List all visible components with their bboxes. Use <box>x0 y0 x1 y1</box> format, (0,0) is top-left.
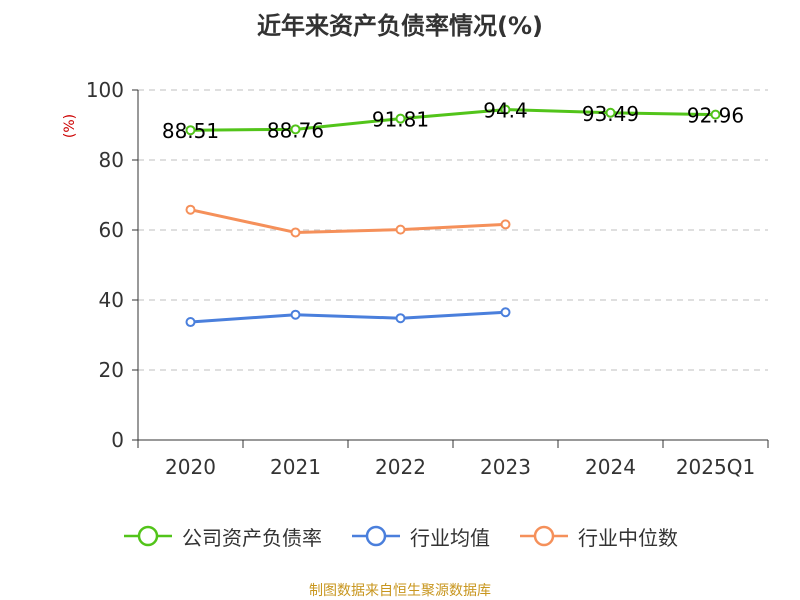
data-label: 93.49 <box>582 102 639 126</box>
data-label: 94.4 <box>483 99 528 123</box>
data-label: 88.51 <box>162 119 219 143</box>
x-tick-label: 2024 <box>585 455 636 479</box>
legend-item[interactable]: 行业中位数 <box>518 522 678 551</box>
data-point <box>185 317 196 328</box>
legend-item[interactable]: 公司资产负债率 <box>122 522 322 551</box>
axes: 0 20 40 60 80 100 2020 2021 2022 2023 2024 2025Q1 <box>86 78 769 479</box>
x-tick-label: 2023 <box>480 455 531 479</box>
data-point <box>185 204 196 215</box>
series-line-1 <box>190 310 506 324</box>
series-layer <box>185 104 721 328</box>
legend-marker-icon <box>352 525 400 547</box>
y-tick-label: 0 <box>111 428 124 452</box>
y-tick-label: 80 <box>99 148 124 172</box>
y-tick-label: 100 <box>86 78 124 102</box>
data-point <box>710 109 721 120</box>
source-note: 制图数据来自恒生聚源数据库 <box>309 583 491 599</box>
data-point <box>185 125 196 136</box>
chart-title: 近年来资产负债率情况(%) <box>257 12 543 40</box>
legend-label: 公司资产负债率 <box>182 525 322 550</box>
legend: 公司资产负债率 行业均值 行业中位数 <box>0 516 800 556</box>
x-tick-label: 2022 <box>375 455 426 479</box>
data-point <box>290 227 301 238</box>
x-tick-label: 2020 <box>165 455 216 479</box>
line-chart: 0 20 40 60 80 100 2020 2021 2022 2023 2024 2025Q1 8… <box>62 78 769 479</box>
data-point <box>395 313 406 324</box>
grid-lines <box>138 89 768 371</box>
data-label: 92.96 <box>687 104 744 128</box>
data-label: 88.76 <box>267 118 324 142</box>
data-point <box>395 113 406 124</box>
legend-label: 行业中位数 <box>578 525 678 550</box>
y-tick-label: 60 <box>99 218 124 242</box>
data-point <box>290 124 301 135</box>
y-axis-unit-label: (%) <box>62 114 78 138</box>
legend-item[interactable]: 行业均值 <box>350 522 490 551</box>
data-labels: 88.51 88.76 91.81 94.4 93.49 92.96 <box>162 99 744 144</box>
legend-label: 行业均值 <box>410 525 490 550</box>
data-point <box>395 224 406 235</box>
data-point <box>500 307 511 318</box>
data-point <box>605 107 616 118</box>
legend-marker-icon <box>124 525 172 547</box>
series-line-2 <box>190 208 506 234</box>
y-tick-label: 20 <box>99 358 124 382</box>
data-label: 91.81 <box>372 108 429 132</box>
y-tick-label: 40 <box>99 288 124 312</box>
x-tick-label: 2025Q1 <box>676 455 755 479</box>
data-point <box>500 219 511 230</box>
data-point <box>290 309 301 320</box>
data-point <box>500 104 511 115</box>
series-line-0 <box>190 108 716 132</box>
legend-marker-icon <box>520 525 568 547</box>
x-tick-label: 2021 <box>270 455 321 479</box>
